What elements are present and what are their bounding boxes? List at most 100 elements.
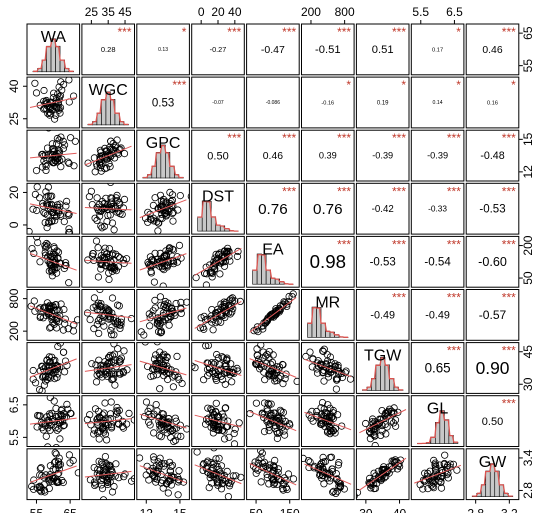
scatter-point [365, 474, 374, 482]
scatter-point [43, 200, 51, 208]
scatter-point [93, 306, 101, 314]
tick-label: 15 [521, 132, 535, 146]
scatter-point [44, 443, 52, 447]
smooth-fit-line [194, 247, 242, 276]
scatter-point [183, 425, 190, 433]
scatter-point [58, 86, 66, 94]
scatter-point [52, 301, 60, 309]
scatter-point [156, 385, 164, 393]
scatter-point [59, 145, 68, 153]
scatter-point [108, 267, 116, 275]
scatter-point [114, 253, 122, 261]
scatter-point [48, 145, 57, 153]
panel-frame [301, 23, 355, 76]
panel-GPC-WA [26, 129, 81, 182]
scatter-point [101, 419, 109, 427]
scatter-point [101, 261, 110, 269]
scatter-point [218, 410, 226, 418]
significance-stars: * [182, 25, 187, 39]
right-axis-WA: 65 55 [518, 26, 535, 72]
scatter-point [70, 92, 78, 100]
right-axis-TGW: 45 30 [518, 345, 535, 391]
scatter-point [65, 225, 73, 233]
scatter-point [71, 137, 79, 145]
scatter-point [177, 309, 185, 317]
scatter-point [174, 491, 182, 499]
scatter-point [161, 300, 169, 308]
scatter-point [62, 197, 71, 205]
panel-WGC-GW: 0.16 * [465, 76, 520, 129]
scatter-point [65, 451, 74, 459]
right-axis-GW: 3.4 2.8 [518, 449, 535, 499]
density-curve [252, 253, 294, 285]
smooth-fit-line [29, 252, 77, 271]
scatter-point [111, 381, 119, 389]
scatter-point [254, 459, 262, 468]
panel-GW-MR [301, 448, 355, 501]
scatter-point [328, 413, 336, 421]
scatter-point [103, 217, 111, 226]
scatter-point [156, 214, 164, 223]
scatter-point [116, 357, 125, 365]
scatter-point [154, 219, 162, 227]
scatter-point [329, 488, 337, 496]
scatter-point [46, 395, 54, 402]
scatter-point [265, 426, 273, 435]
scatter-point [110, 342, 118, 348]
correlation-value: -0.48 [480, 150, 504, 162]
tick-label: 5.5 [7, 429, 21, 446]
scatter-point [210, 448, 218, 452]
scatter-point [308, 407, 316, 415]
scatter-point [46, 305, 54, 313]
scatter-point [177, 304, 185, 312]
scatter-point [208, 479, 216, 487]
panel-TGW-WA [26, 342, 81, 394]
scatter-point [50, 397, 58, 405]
scatter-point [163, 418, 171, 426]
panel-frame [355, 235, 410, 288]
smooth-fit-line [84, 418, 132, 425]
scatter-point [168, 209, 176, 217]
panel-GL-MR [301, 395, 355, 448]
panel-frame [410, 235, 465, 288]
scatter-point [207, 405, 215, 413]
correlation-value: 0.51 [372, 44, 394, 56]
scatter-point [53, 158, 61, 166]
scatter-point [233, 252, 241, 261]
scatter-point [210, 471, 218, 479]
density-curve [197, 200, 239, 232]
scatter-point [103, 477, 111, 485]
significance-stars: *** [502, 397, 516, 411]
scatter-point [58, 476, 66, 485]
correlation-value: 0.46 [263, 151, 283, 162]
scatter-point [45, 130, 52, 132]
scatter-point [214, 412, 223, 420]
scatter-point [36, 312, 45, 320]
scatter-point [280, 427, 288, 435]
scatter-point [279, 302, 287, 310]
scatter-point [226, 304, 234, 312]
tick-label: 200 [7, 321, 21, 341]
scatter-point [93, 416, 101, 424]
scatter-point [172, 368, 180, 376]
scatter-point [265, 480, 273, 488]
scatter-point [103, 436, 111, 444]
scatter-point [319, 347, 327, 355]
scatter-point [90, 463, 98, 472]
tick-label: 200 [521, 235, 535, 255]
significance-stars: *** [502, 25, 516, 39]
scatter-point [419, 485, 427, 493]
scatter-point [86, 411, 94, 419]
scatter-point [214, 354, 222, 362]
scatter-point [228, 378, 236, 386]
scatter-point [428, 477, 437, 485]
scatter-point [43, 413, 51, 421]
scatter-point [96, 289, 104, 294]
scatter-point [167, 462, 175, 470]
scatter-point [113, 408, 122, 416]
tick-label: 40 [228, 5, 242, 19]
scatter-point [221, 435, 229, 443]
scatter-point [40, 486, 48, 494]
scatter-point [166, 467, 175, 475]
scatter-point [91, 405, 100, 413]
